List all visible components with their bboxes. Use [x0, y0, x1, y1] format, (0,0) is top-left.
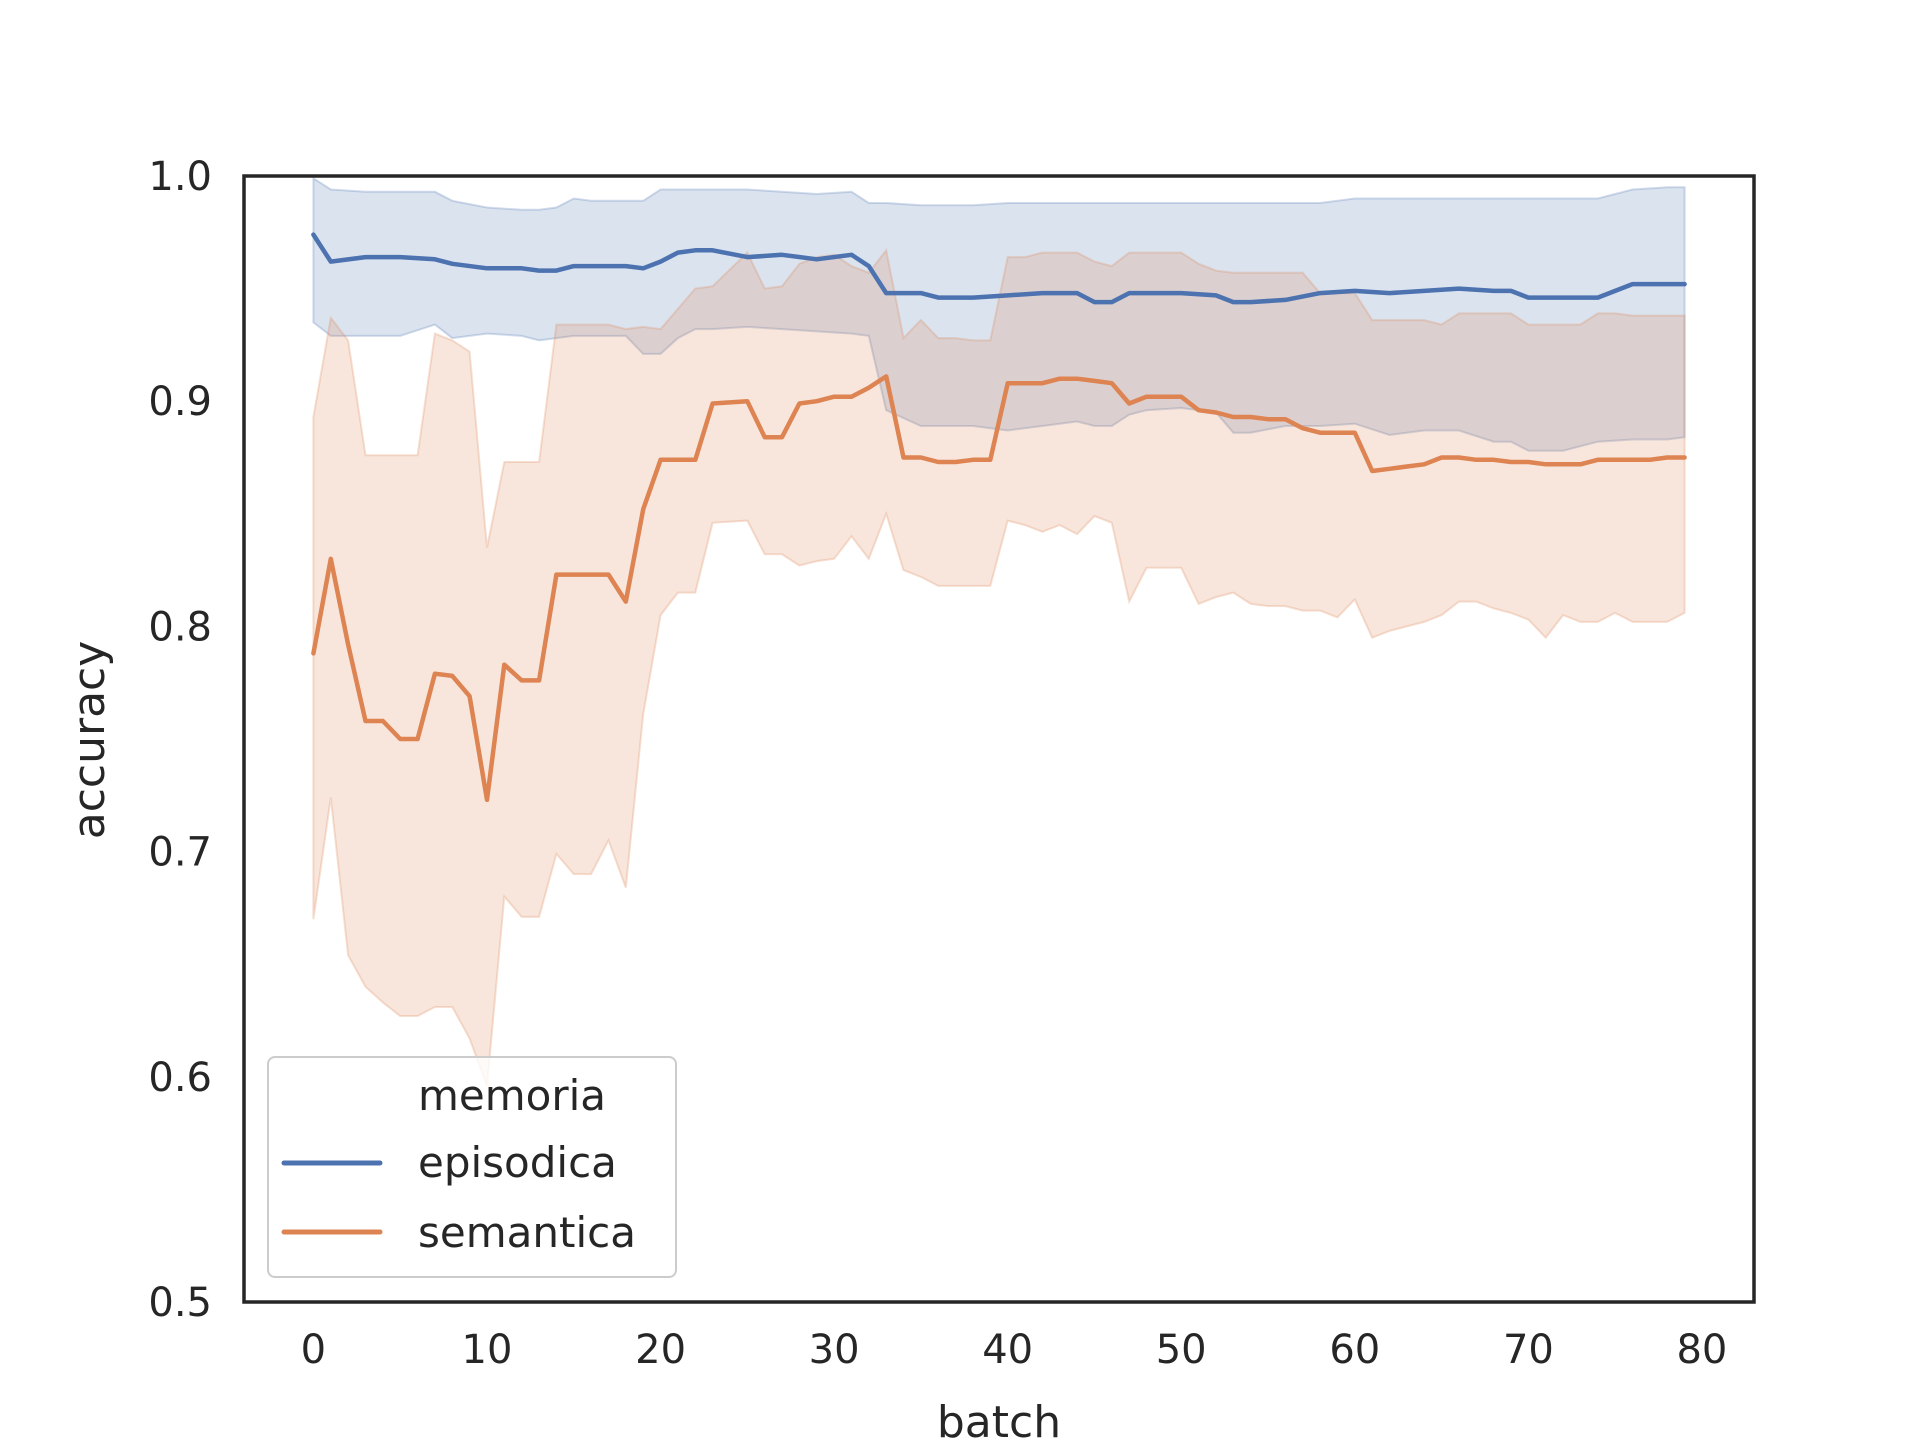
x-tick-label: 20	[635, 1327, 686, 1373]
y-axis-label: accuracy	[64, 641, 115, 840]
x-tick-labels: 0 10 20 30 40 50 60 70 80	[301, 1327, 1728, 1373]
y-tick-labels: 0.5 0.6 0.7 0.8 0.9 1.0	[148, 154, 212, 1326]
line-semantica	[311, 374, 1687, 803]
y-tick-label: 0.8	[148, 604, 212, 650]
confidence-bands	[312, 176, 1686, 1087]
y-tick-label: 0.6	[148, 1055, 212, 1101]
legend-box	[267, 1056, 677, 1278]
x-tick-label: 80	[1676, 1327, 1727, 1373]
legend-title: memoria	[418, 1071, 606, 1120]
plot-frame	[242, 174, 1756, 1304]
x-tick-label: 30	[809, 1327, 860, 1373]
series-lines	[311, 232, 1687, 803]
y-tick-label: 0.7	[148, 830, 212, 876]
band-semantica	[312, 247, 1686, 1087]
x-axis-label: batch	[937, 1397, 1061, 1440]
legend-label-semantica: semantica	[418, 1208, 636, 1257]
x-tick-label: 50	[1156, 1327, 1207, 1373]
y-tick-label: 0.5	[148, 1280, 212, 1326]
y-tick-label: 1.0	[148, 154, 212, 200]
x-tick-label: 70	[1503, 1327, 1554, 1373]
x-tick-label: 10	[462, 1327, 513, 1373]
line-episodica	[311, 232, 1687, 305]
band-episodica	[312, 176, 1686, 452]
x-tick-label: 40	[982, 1327, 1033, 1373]
x-tick-label: 0	[301, 1327, 326, 1373]
legend-label-episodica: episodica	[418, 1138, 617, 1187]
y-tick-label: 0.9	[148, 379, 212, 425]
x-tick-label: 60	[1329, 1327, 1380, 1373]
legend: memoria episodica semantica	[267, 1056, 677, 1278]
